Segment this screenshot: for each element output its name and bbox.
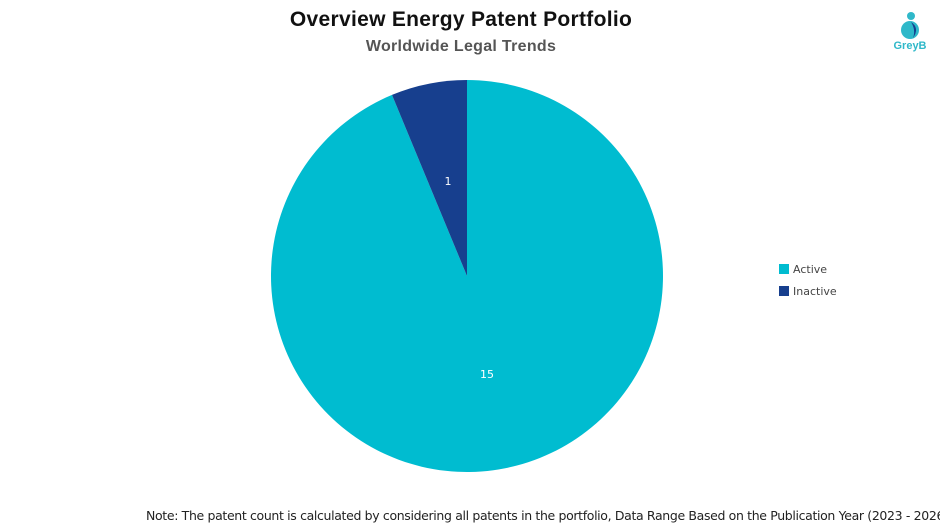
slice-label-active: 15 xyxy=(480,368,494,381)
greyb-logo-text: GreyB xyxy=(893,40,927,52)
legend-item-inactive[interactable]: Inactive xyxy=(779,280,837,302)
legend-swatch-inactive-icon xyxy=(779,286,789,296)
pie-slice-inactive[interactable] xyxy=(391,80,467,276)
greyb-logo-icon xyxy=(901,12,919,39)
chart-legend: Active Inactive xyxy=(779,258,837,302)
legend-label-active: Active xyxy=(793,262,828,276)
chart-title: Overview Energy Patent Portfolio xyxy=(289,8,633,31)
footer-note: Note: The patent count is calculated by … xyxy=(146,508,940,523)
legend-item-active[interactable]: Active xyxy=(779,258,837,280)
slice-label-inactive: 1 xyxy=(445,175,452,188)
legend-label-inactive: Inactive xyxy=(793,284,837,298)
chart-subtitle: Worldwide Legal Trends xyxy=(365,38,557,55)
legend-swatch-active-icon xyxy=(779,264,789,274)
pie-slice-active[interactable] xyxy=(270,80,663,472)
